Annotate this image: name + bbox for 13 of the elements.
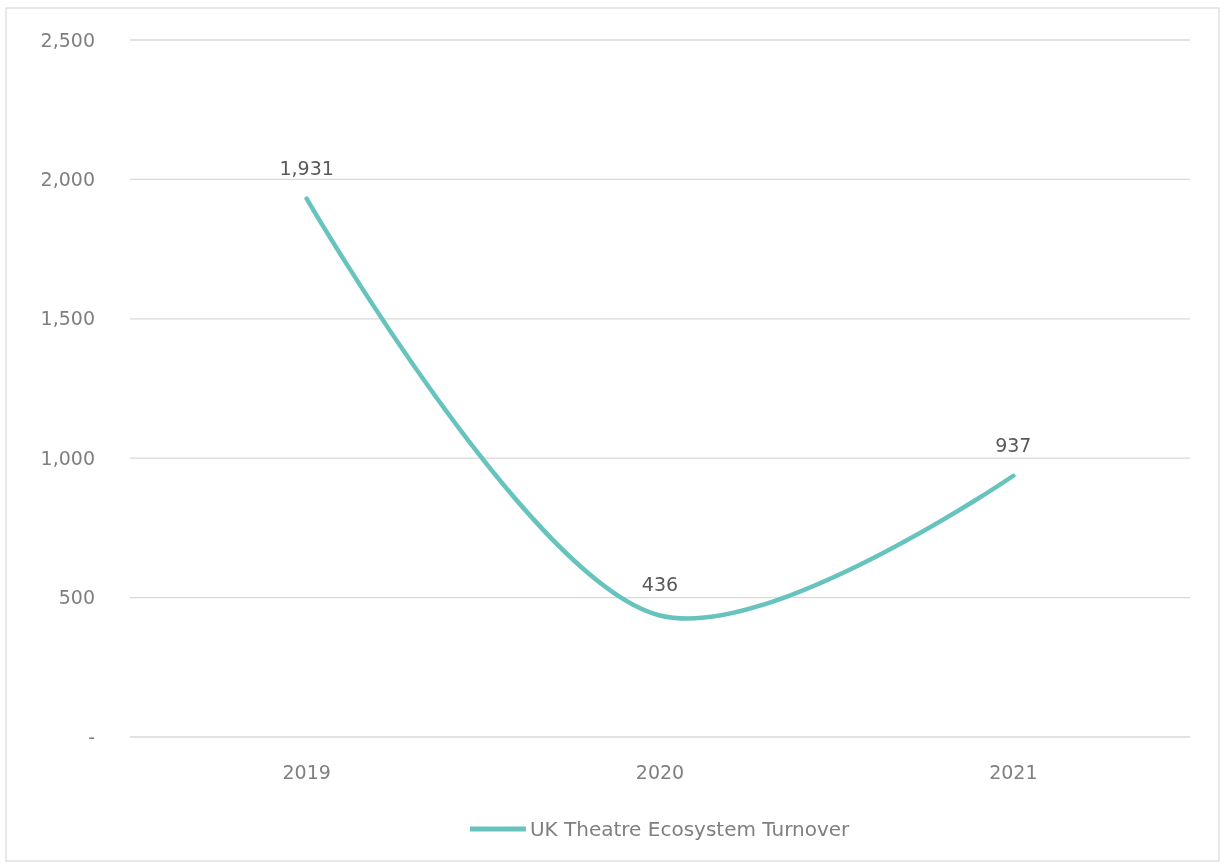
x-tick-label: 2021 xyxy=(989,760,1038,783)
y-tick-label: 1,500 xyxy=(40,307,95,330)
data-label: 436 xyxy=(641,573,679,596)
legend-label: UK Theatre Ecosystem Turnover xyxy=(529,817,851,841)
y-tick-label: 2,500 xyxy=(40,28,95,51)
data-label: 937 xyxy=(995,433,1032,456)
y-tick-label: - xyxy=(88,725,95,748)
y-tick-label: 2,000 xyxy=(40,167,95,190)
y-tick-label: 500 xyxy=(58,586,95,609)
data-label: 1,931 xyxy=(279,156,334,179)
x-tick-label: 2020 xyxy=(635,760,685,783)
x-tick-label: 2019 xyxy=(282,760,331,783)
y-tick-label: 1,000 xyxy=(40,446,95,469)
